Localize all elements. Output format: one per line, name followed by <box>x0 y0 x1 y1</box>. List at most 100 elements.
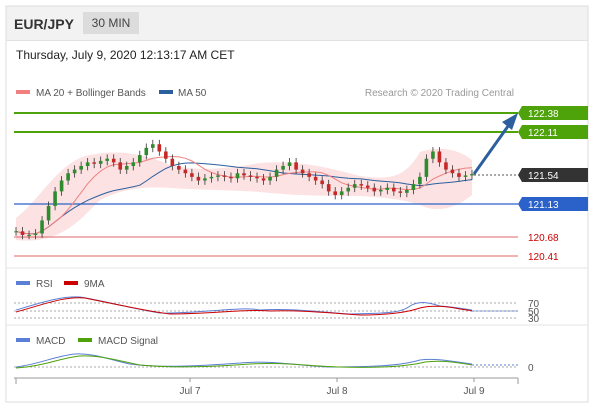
candle-body <box>424 158 429 177</box>
candle-body <box>59 180 64 192</box>
candle-body <box>33 233 38 235</box>
x-label-jul9: Jul 9 <box>463 386 485 397</box>
candle-body <box>118 162 123 170</box>
candle-body <box>20 231 25 235</box>
candle-body <box>177 165 181 170</box>
candle-body <box>111 158 116 163</box>
candle-body <box>151 144 155 148</box>
candle-body <box>346 187 351 192</box>
forecast-arrow-head <box>502 113 518 130</box>
candle-body <box>157 144 162 152</box>
candle-body <box>190 173 194 177</box>
rsi-panel: RSI 9MA 70 50 30 <box>14 279 540 325</box>
candle-body <box>124 165 129 170</box>
candle-body <box>27 234 31 236</box>
candle-body <box>287 162 292 166</box>
macd-legend-swatch <box>16 338 30 342</box>
candle-body <box>92 162 96 164</box>
rsi9ma-legend-label: 9MA <box>84 279 105 290</box>
candle-body <box>450 169 455 174</box>
candle-body <box>144 147 149 156</box>
macd-zero-label: 0 <box>528 363 534 374</box>
candle-body <box>463 175 468 177</box>
candle-body <box>281 165 285 170</box>
candle-body <box>216 175 220 177</box>
candle-body <box>131 162 136 166</box>
rsi-level-70-label: 70 <box>528 299 540 310</box>
candle-body <box>326 184 331 192</box>
tag-121-13-label: 121.13 <box>528 200 559 211</box>
candle-body <box>333 191 337 196</box>
symbol-label: EUR/JPY <box>14 16 74 32</box>
main-legend: MA 20 + Bollinger Bands MA 50 Research ©… <box>16 88 514 99</box>
rsi-ma-line <box>15 297 473 316</box>
candle-body <box>105 158 109 161</box>
candle-body <box>339 191 344 196</box>
candle-body <box>352 184 357 188</box>
candle-body <box>46 205 51 221</box>
candle-body <box>14 231 18 233</box>
ma50-legend-swatch <box>159 90 173 94</box>
candle-body <box>411 184 416 190</box>
tag-121-13 <box>518 197 588 211</box>
rsi-legend-swatch <box>16 281 30 285</box>
candle-body <box>98 160 103 164</box>
candle-body <box>300 169 305 174</box>
macd-signal-legend-swatch <box>78 338 92 342</box>
x-axis: Jul 7 Jul 8 Jul 9 <box>14 377 519 397</box>
tag-122-38-label: 122.38 <box>528 109 559 120</box>
candle-body <box>268 176 272 181</box>
chart-header: EUR/JPY 30 MIN <box>6 6 588 41</box>
candle-body <box>137 155 142 163</box>
forecast-arrow-shaft <box>472 121 513 175</box>
candle-body <box>261 178 266 181</box>
candle-body <box>365 185 370 188</box>
macd-signal-legend-label: MACD Signal <box>98 336 158 347</box>
candle-body <box>235 173 240 179</box>
bollinger-band <box>16 148 472 241</box>
candle-body <box>222 175 227 177</box>
credit-text: Research © 2020 Trading Central <box>365 88 514 99</box>
candle-body <box>294 162 298 170</box>
x-label-jul8: Jul 8 <box>326 386 348 397</box>
candle-body <box>53 191 57 206</box>
candle-body <box>196 176 201 181</box>
candle-body <box>320 180 324 185</box>
rsi-level-50-label: 50 <box>528 307 540 318</box>
ma50-line <box>15 162 473 235</box>
candle-body <box>72 169 77 174</box>
candle-body <box>209 176 214 179</box>
candle-body <box>444 162 448 170</box>
macd-signal-line <box>15 355 473 369</box>
candle-body <box>79 165 83 170</box>
candle-body <box>392 187 396 192</box>
candle-body <box>170 158 175 166</box>
candle-body <box>313 176 318 181</box>
candle-body <box>203 178 207 181</box>
candle-body <box>274 169 279 177</box>
tag-122-11-label: 122.11 <box>528 128 558 139</box>
candle-body <box>418 176 422 185</box>
candle-body <box>307 173 311 177</box>
macd-line <box>15 353 473 368</box>
price-candles <box>14 139 474 240</box>
candle-body <box>66 173 70 181</box>
candle-body <box>229 176 233 179</box>
tag-122-38 <box>518 106 588 120</box>
candle-body <box>359 184 364 186</box>
candle-body <box>379 189 383 192</box>
ma20-legend-label: MA 20 + Bollinger Bands <box>36 88 146 99</box>
candle-body <box>255 176 259 179</box>
tag-122-11 <box>518 125 588 139</box>
timeframe-button[interactable]: 30 MIN <box>83 12 139 34</box>
candle-body <box>405 189 409 193</box>
candle-body <box>242 173 246 176</box>
ma20-legend-swatch <box>16 90 30 94</box>
candle-body <box>372 187 377 192</box>
candle-body <box>437 151 442 163</box>
candle-body <box>457 173 461 177</box>
level-120-41-label: 120.41 <box>528 252 559 263</box>
rsi9ma-legend-swatch <box>64 281 78 285</box>
ma50-legend-label: MA 50 <box>178 88 207 99</box>
